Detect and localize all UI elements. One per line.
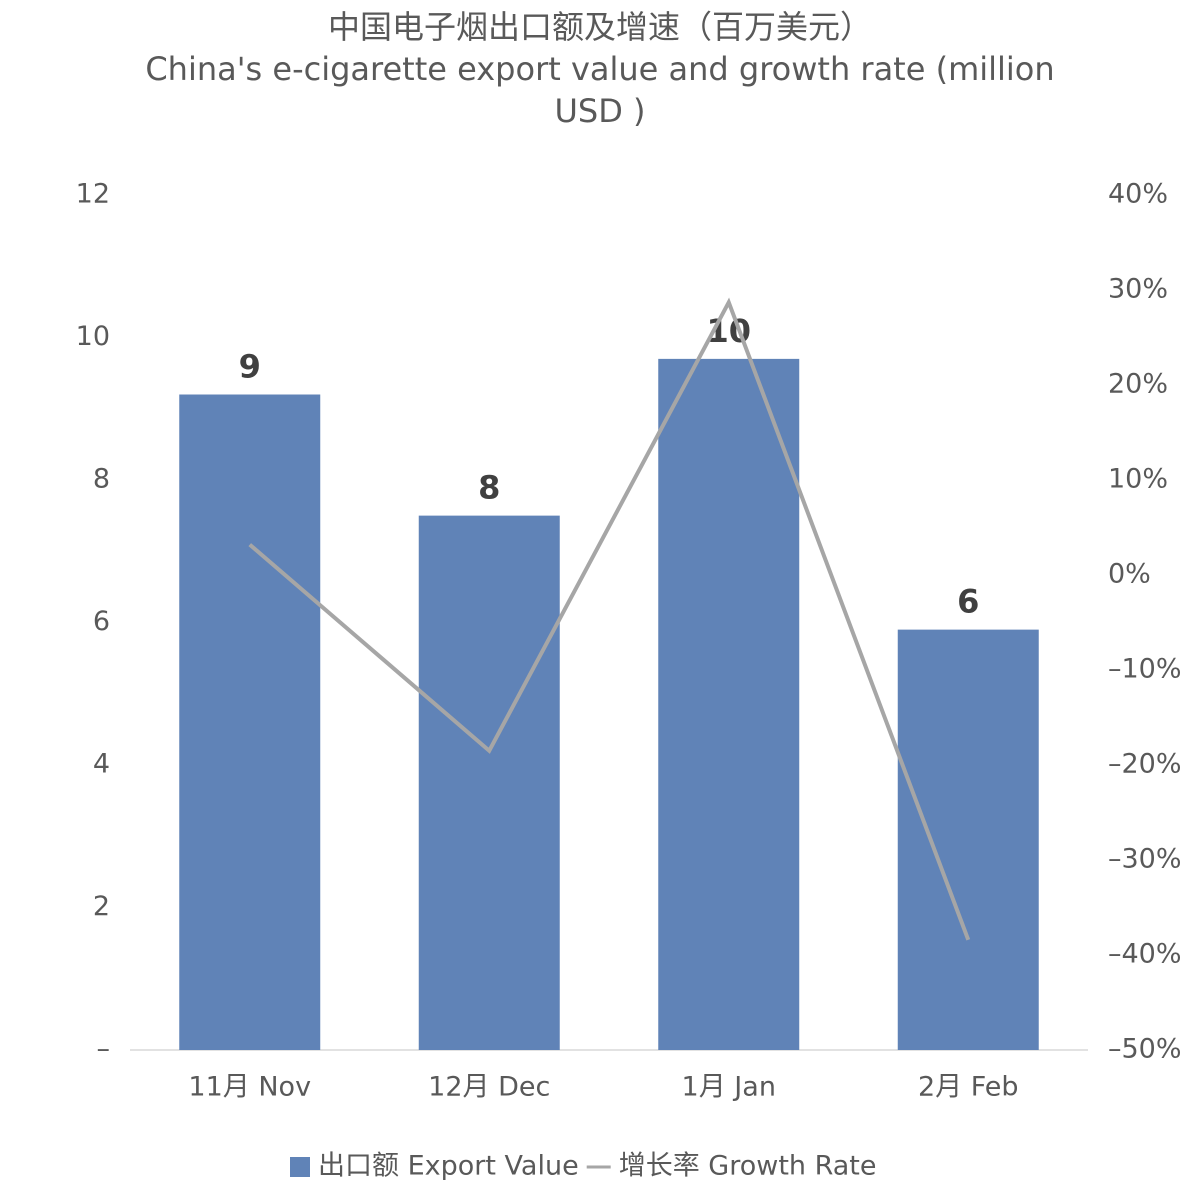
titles: 中国电子烟出口额及增速（百万美元） China's e-cigarette ex… [100, 6, 1100, 132]
data-label: 8 [478, 469, 500, 507]
bar [418, 515, 560, 1050]
x-tick-label: 11月 Nov [188, 1072, 311, 1103]
x-tick-label: 12月 Dec [428, 1072, 550, 1103]
bar [179, 394, 321, 1050]
y-tick-label: –30% [1108, 844, 1182, 875]
y-tick-label: 10% [1108, 464, 1168, 495]
y-tick-label: 2 [93, 891, 110, 922]
y-tick-label: 10 [76, 321, 110, 352]
legend-label: 增长率 Growth Rate [619, 1151, 877, 1182]
legend-swatch [290, 1157, 310, 1177]
y-tick-label: 12 [76, 179, 110, 210]
chart-title: 中国电子烟出口额及增速（百万美元） [327, 8, 872, 46]
y-tick-label: 4 [93, 749, 110, 780]
line [248, 297, 971, 941]
data-label: 9 [239, 348, 261, 386]
y-tick-label: –50% [1108, 1034, 1182, 1065]
y-tick-label: 30% [1108, 274, 1168, 305]
x-tick-label: 1月 Jan [682, 1072, 776, 1103]
y-tick-label: –20% [1108, 749, 1182, 780]
bar [897, 629, 1039, 1050]
y-tick-label: 8 [93, 464, 110, 495]
y-tick-label: 20% [1108, 369, 1168, 400]
chart-subtitle: China's e-cigarette export value and gro… [145, 50, 1055, 130]
y-tick-label: –10% [1108, 654, 1182, 685]
y-tick-label: – [97, 1034, 111, 1065]
bar [658, 358, 800, 1050]
y-tick-label: –40% [1108, 939, 1182, 970]
legend-label: 出口额 Export Value [318, 1151, 579, 1182]
y-tick-label: 6 [93, 606, 110, 637]
y-tick-label: 40% [1108, 179, 1168, 210]
y-tick-label: 0% [1108, 559, 1151, 590]
data-label: 6 [957, 583, 979, 621]
x-tick-label: 2月 Feb [918, 1072, 1019, 1103]
